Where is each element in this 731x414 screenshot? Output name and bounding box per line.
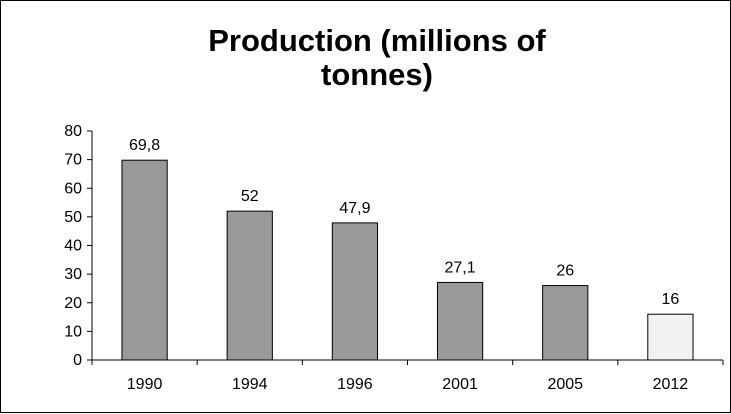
y-tick-label: 60: [64, 180, 82, 197]
x-tick-label-2005: 2005: [547, 376, 583, 393]
y-axis: 0 10 20 30 40 50 60 70 80: [64, 123, 93, 369]
bar-2005: [542, 285, 589, 361]
y-tick-label: 70: [64, 152, 82, 169]
y-tick-label: 20: [64, 295, 82, 312]
y-tick-label: 80: [64, 123, 82, 140]
x-tick-label-1994: 1994: [232, 376, 268, 393]
data-label-1994: 52: [241, 188, 259, 205]
chart-title-line-1: Production (millions of: [208, 23, 546, 58]
y-tick-label: 40: [64, 238, 82, 255]
chart-title-line-2: tonnes): [321, 57, 433, 92]
x-tick-label-2001: 2001: [442, 376, 478, 393]
bar-2001: [436, 281, 484, 361]
y-tick-label: 10: [64, 323, 82, 340]
bars: 69,8 52 47,9 27,1 26 16: [121, 137, 694, 361]
data-label-1996: 47,9: [339, 200, 370, 217]
data-label-1990: 69,8: [129, 137, 160, 154]
data-label-2012: 16: [662, 291, 680, 308]
x-tick-label-1996: 1996: [337, 376, 373, 393]
x-tick-label-2012: 2012: [653, 376, 689, 393]
y-tick-label: 50: [64, 209, 82, 226]
x-axis: 1990 1994 1996 2001 2005 2012: [91, 359, 724, 393]
data-label-2001: 27,1: [445, 259, 476, 276]
y-tick-label: 0: [73, 352, 82, 369]
bar-1994: [226, 210, 273, 361]
bar-2012: [647, 313, 694, 361]
data-label-2005: 26: [556, 263, 574, 280]
x-tick-label-1990: 1990: [127, 376, 163, 393]
bar-1996: [331, 222, 379, 361]
y-tick-label: 30: [64, 266, 82, 283]
bar-1990: [121, 159, 168, 361]
